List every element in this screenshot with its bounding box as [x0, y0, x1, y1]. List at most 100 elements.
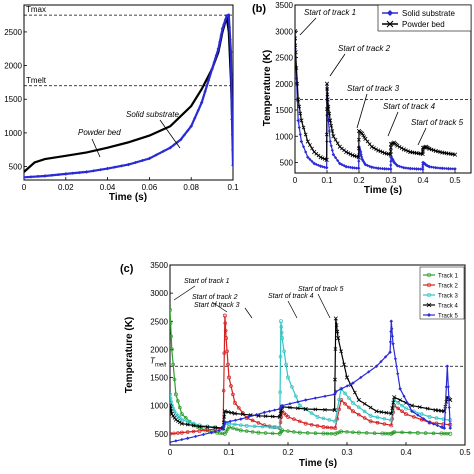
- data-point: [230, 117, 233, 122]
- data-point: [36, 174, 40, 179]
- annotation-arrow: [91, 138, 101, 158]
- data-point: [333, 316, 338, 321]
- data-point: [244, 429, 249, 433]
- data-point: [280, 336, 285, 341]
- data-point: [197, 428, 202, 433]
- data-point: [353, 166, 357, 170]
- data-point: [330, 129, 335, 133]
- data-point: [412, 167, 417, 171]
- data-point: [436, 166, 440, 170]
- data-point: [313, 431, 318, 435]
- data-point: [222, 414, 227, 419]
- data-point: [220, 26, 225, 31]
- data-point: [170, 321, 173, 325]
- data-point: [224, 336, 229, 341]
- data-point: [306, 155, 310, 160]
- data-point: [376, 148, 381, 153]
- data-point: [362, 409, 367, 414]
- data-point: [398, 398, 402, 402]
- data-point: [222, 425, 226, 429]
- data-point: [342, 362, 346, 367]
- data-point: [396, 406, 400, 411]
- data-point: [270, 431, 275, 436]
- annotation-arrow: [299, 17, 317, 36]
- data-point: [357, 137, 361, 142]
- data-point: [400, 403, 404, 408]
- data-point: [278, 354, 283, 359]
- x-tick-label: 0.06: [142, 183, 158, 192]
- data-point: [252, 424, 257, 429]
- data-point: [356, 146, 361, 151]
- data-point: [416, 413, 420, 417]
- data-point: [419, 167, 423, 171]
- data-point: [359, 375, 363, 380]
- plot-frame: [23, 4, 234, 181]
- data-point: [327, 129, 331, 133]
- data-point: [356, 397, 361, 403]
- annotation-arrow: [287, 300, 298, 319]
- data-point: [325, 87, 330, 91]
- panel-label-c: (c): [120, 263, 134, 275]
- data-point: [230, 133, 233, 137]
- data-point: [362, 401, 367, 406]
- data-point: [231, 148, 233, 152]
- data-point: [318, 164, 323, 168]
- data-point: [329, 144, 333, 148]
- data-point: [235, 427, 239, 432]
- legend-entry-solid-substrate: Solid substrate: [402, 9, 455, 18]
- data-point: [237, 406, 241, 410]
- data-point: [175, 419, 180, 423]
- annotation-start-track-1: Start of track 1: [184, 278, 230, 285]
- data-point: [391, 430, 396, 435]
- data-point: [321, 416, 326, 421]
- data-point: [173, 417, 178, 422]
- data-point: [205, 428, 210, 432]
- chart-panel-c: 0 0.1 0.2 0.3 0.4 0.5 500 1000 1500 2000 2500 3000 3…: [120, 261, 471, 469]
- data-point: [379, 410, 384, 414]
- data-point: [112, 165, 117, 169]
- data-point: [233, 418, 238, 422]
- data-point: [280, 428, 285, 433]
- data-point: [350, 409, 355, 414]
- data-point: [270, 414, 275, 419]
- data-point: [260, 424, 265, 429]
- data-point: [408, 430, 412, 435]
- data-point: [374, 364, 379, 369]
- data-point: [273, 408, 277, 412]
- data-point: [412, 415, 416, 419]
- data-point: [356, 166, 361, 171]
- data-point: [278, 411, 283, 416]
- data-point: [395, 143, 400, 148]
- series-track-3: [170, 319, 453, 431]
- legend-entry-track-3: Track 3: [438, 294, 458, 300]
- data-point: [372, 431, 377, 435]
- data-point: [449, 167, 453, 171]
- data-point: [299, 118, 304, 123]
- reference-line-label: Tmax: [26, 5, 46, 14]
- data-point: [201, 432, 206, 437]
- series-powder-bed: [295, 29, 458, 162]
- data-point: [313, 407, 318, 412]
- data-point: [363, 162, 368, 167]
- data-point: [382, 167, 387, 171]
- data-point: [295, 97, 299, 102]
- data-point: [391, 341, 395, 346]
- data-point: [431, 431, 436, 436]
- chart-panel-b: 0 0.1 0.2 0.3 0.4 0.5 500 1000 1500 2000 2500 3000 3…: [252, 1, 472, 196]
- data-point: [431, 422, 436, 426]
- data-point: [292, 417, 296, 421]
- data-point: [324, 157, 329, 162]
- y-axis-label: Temperature (K): [262, 50, 273, 127]
- data-point: [389, 418, 394, 423]
- data-point: [368, 405, 373, 410]
- data-point: [429, 165, 434, 169]
- data-point: [352, 153, 357, 158]
- data-point: [369, 144, 374, 149]
- data-point: [161, 149, 165, 153]
- series-line: [170, 321, 451, 429]
- data-point: [331, 152, 336, 157]
- data-point: [240, 412, 245, 417]
- legend: Track 1 Track 2 Track 3 Track 4 Track 5: [419, 266, 465, 320]
- data-point: [382, 422, 387, 426]
